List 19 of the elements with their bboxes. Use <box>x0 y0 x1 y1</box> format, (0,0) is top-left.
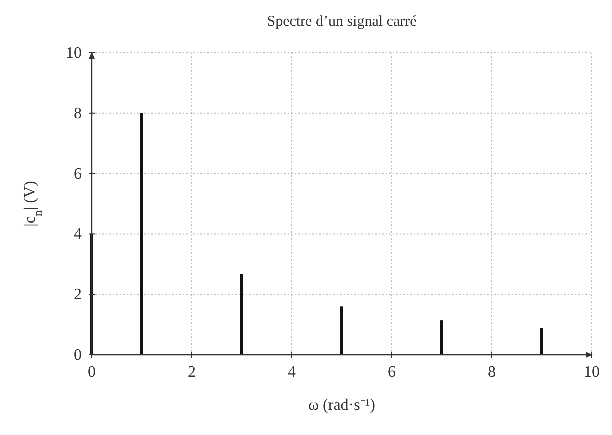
x-tick-label: 0 <box>88 364 96 381</box>
y-tick-label: 10 <box>66 45 82 62</box>
x-tick-label: 10 <box>584 364 600 381</box>
bar <box>440 320 444 355</box>
bar <box>240 274 244 355</box>
y-tick-label: 0 <box>74 347 82 364</box>
chart-title: Spectre d’un signal carré <box>267 14 418 30</box>
y-tick-label: 8 <box>74 105 82 122</box>
y-tick-label: 4 <box>74 226 82 244</box>
x-axis-title: ω (rad·s⁻¹) <box>308 397 376 414</box>
y-tick-label: 6 <box>74 166 82 183</box>
bar <box>540 328 544 355</box>
x-tick-label: 8 <box>488 364 496 381</box>
x-tick-label: 4 <box>288 364 296 381</box>
x-tick-label: 2 <box>188 364 196 381</box>
bar <box>140 113 144 355</box>
bar <box>340 306 344 355</box>
y-tick-label: 2 <box>74 286 82 304</box>
x-tick-label: 6 <box>388 364 396 381</box>
